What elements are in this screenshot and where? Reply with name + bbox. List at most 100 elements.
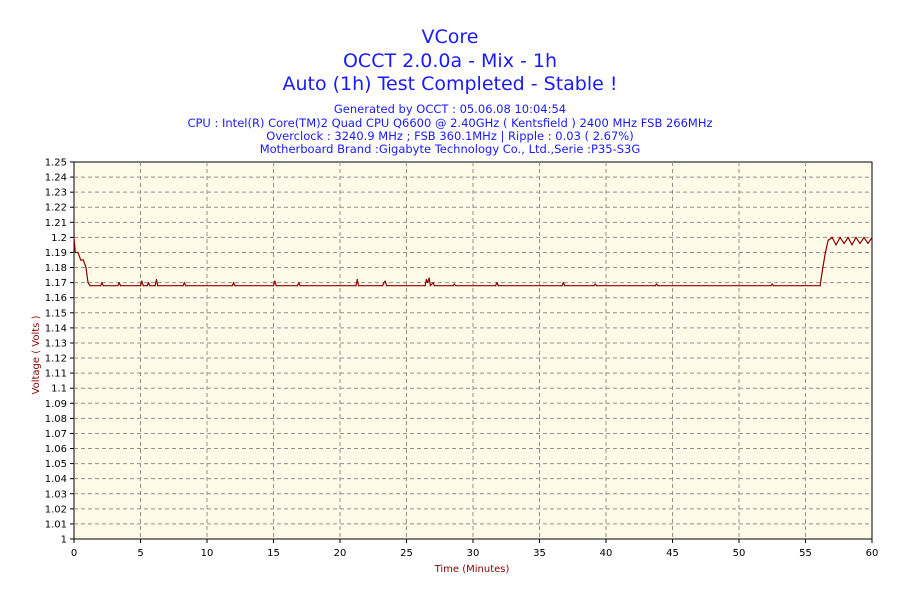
x-axis-label: Time (Minutes)	[434, 564, 510, 575]
data-point	[100, 285, 102, 287]
data-point	[141, 280, 143, 282]
data-point	[272, 285, 275, 287]
series-line-vcore	[73, 236, 873, 287]
y-tick-label: 1.01	[45, 519, 67, 530]
y-tick-label: 1.04	[45, 474, 67, 485]
data-point	[564, 285, 566, 287]
y-axis-label: Voltage ( Volts )	[31, 315, 42, 394]
data-point	[154, 285, 156, 287]
grid	[74, 162, 872, 539]
data-point	[594, 283, 597, 285]
data-point	[298, 282, 300, 284]
x-tick-label: 15	[267, 548, 280, 559]
data-point	[455, 285, 457, 287]
data-point	[382, 285, 384, 287]
data-point	[82, 259, 84, 261]
data-point	[80, 259, 82, 261]
x-tick-label: 40	[600, 548, 613, 559]
x-tick-label: 45	[666, 548, 679, 559]
data-point	[356, 279, 358, 281]
y-tick-label: 1.23	[45, 188, 67, 199]
chart-subtitle-test: OCCT 2.0.0a - Mix - 1h	[342, 50, 558, 72]
data-point	[117, 285, 119, 287]
y-tick-label: 1.02	[45, 504, 67, 515]
chart-subtitle-status: Auto (1h) Test Completed - Stable !	[282, 73, 618, 95]
data-point	[822, 267, 824, 269]
data-point	[183, 282, 185, 284]
data-point	[155, 279, 158, 281]
data-point	[89, 285, 91, 287]
data-point	[425, 279, 427, 281]
data-point	[234, 285, 236, 287]
data-point	[386, 285, 388, 287]
data-point	[74, 251, 76, 254]
data-point	[433, 285, 435, 287]
info-cpu: CPU : Intel(R) Core(TM)2 Quad CPU Q6600 …	[187, 116, 713, 130]
data-point	[827, 239, 829, 241]
data-point	[275, 285, 277, 287]
plot-frame	[73, 161, 873, 540]
data-point	[851, 244, 853, 246]
plot-area	[73, 161, 873, 540]
data-point	[770, 285, 772, 287]
info-motherboard: Motherboard Brand :Gigabyte Technology C…	[259, 142, 641, 156]
info-overclock: Overclock : 3240.9 MHz ; FSB 360.1MHz | …	[266, 129, 634, 143]
data-point	[233, 282, 235, 284]
data-point	[847, 236, 849, 238]
data-point	[453, 283, 455, 285]
x-tick-label: 35	[533, 548, 546, 559]
axis-ticks: 1 1.01 1.02 1.03 1.04 1.05 1.06 1.07 1.08 1.09 1.1…	[45, 158, 879, 560]
data-point	[773, 285, 775, 287]
series-line-layer	[73, 236, 873, 287]
data-point	[182, 285, 184, 287]
y-tick-label: 1.22	[45, 203, 67, 214]
info-generated: Generated by OCCT : 05.06.08 10:04:54	[333, 102, 567, 116]
data-point	[87, 282, 89, 284]
y-tick-label: 1.08	[45, 414, 67, 425]
x-tick-label: 55	[799, 548, 812, 559]
data-point	[593, 285, 595, 287]
x-tick-label: 30	[467, 548, 480, 559]
x-tick-label: 50	[733, 548, 746, 559]
y-tick-label: 1.24	[45, 173, 67, 184]
data-point	[496, 282, 498, 284]
data-point	[428, 277, 430, 279]
data-point	[771, 283, 773, 285]
y-tick-label: 1.09	[45, 399, 67, 410]
data-point	[157, 285, 159, 287]
data-point	[427, 282, 429, 284]
data-point	[429, 285, 431, 287]
data-point	[452, 285, 454, 287]
data-point	[562, 282, 565, 284]
y-tick-label: 1.12	[45, 354, 67, 365]
y-tick-label: 1.15	[45, 308, 67, 319]
y-tick-label: 1.05	[45, 459, 67, 470]
data-point	[819, 285, 821, 287]
data-point	[77, 251, 79, 254]
x-tick-label: 10	[201, 548, 214, 559]
x-tick-label: 25	[400, 548, 413, 559]
data-point	[495, 285, 497, 287]
y-tick-label: 1.17	[45, 278, 67, 289]
x-tick-label: 60	[866, 548, 879, 559]
data-point	[146, 285, 148, 287]
data-point	[118, 282, 120, 284]
y-tick-label: 1.16	[45, 293, 67, 304]
y-tick-label: 1.07	[45, 429, 67, 440]
data-point	[73, 236, 75, 238]
data-point	[296, 285, 298, 287]
data-point	[424, 285, 426, 287]
x-tick-label: 0	[71, 548, 77, 559]
y-tick-label: 1	[61, 535, 67, 546]
data-point	[185, 285, 187, 287]
y-tick-label: 1.19	[45, 248, 67, 259]
data-point	[824, 251, 827, 254]
data-point	[101, 282, 103, 284]
data-point	[149, 285, 151, 287]
data-point	[855, 236, 857, 238]
data-point	[843, 242, 845, 244]
data-point	[497, 285, 499, 287]
y-tick-label: 1.25	[45, 158, 67, 169]
data-point	[231, 285, 233, 287]
data-point	[839, 236, 841, 238]
